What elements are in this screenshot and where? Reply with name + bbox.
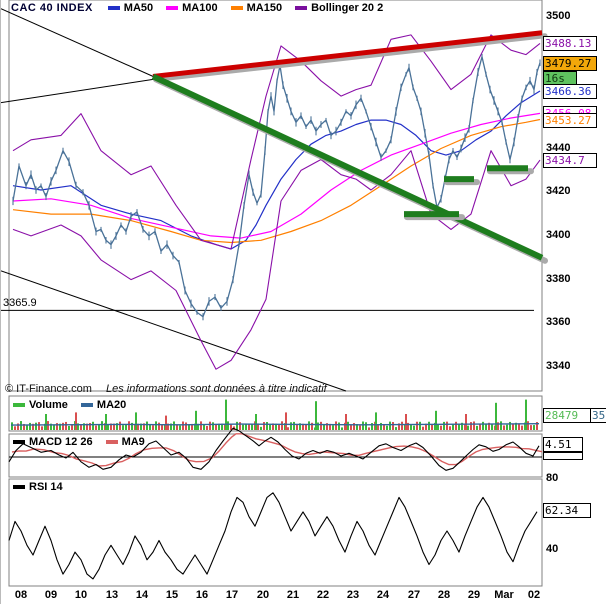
legend-label: MA100 bbox=[182, 2, 218, 14]
x-axis-label: 16 bbox=[195, 589, 209, 601]
x-axis-label: 23 bbox=[346, 589, 360, 601]
main-legend-items: MA50 MA100 MA150 Bollinger 20 2 bbox=[107, 2, 383, 14]
x-axis-label: 15 bbox=[165, 589, 179, 601]
legend-label: MA20 bbox=[96, 399, 127, 411]
legend-swatch-icon bbox=[107, 6, 120, 10]
macd-current-value: 4.51 bbox=[543, 437, 583, 452]
x-axis-label: 17 bbox=[225, 589, 239, 601]
support-level-label: 3365.9 bbox=[3, 297, 37, 309]
y-axis-tick-label: 3440 bbox=[546, 141, 571, 154]
legend-item-ma100: MA100 bbox=[166, 2, 218, 14]
volume-legend-items: Volume MA20 bbox=[13, 399, 126, 411]
x-axis-label: 08 bbox=[14, 589, 28, 601]
legend-label: MA9 bbox=[121, 436, 145, 448]
price-bollinger-upper-value: 3488.13 bbox=[543, 36, 597, 51]
legend-swatch-icon bbox=[13, 403, 25, 407]
legend-label: MACD 12 26 bbox=[29, 436, 93, 448]
y-axis-tick-label: 3420 bbox=[546, 185, 571, 198]
copyright-text: © IT-Finance.com bbox=[5, 383, 92, 395]
legend-item-ma150: MA150 bbox=[230, 2, 283, 14]
x-axis-label: 27 bbox=[407, 589, 421, 601]
y-axis-tick-label: 3500 bbox=[546, 10, 571, 23]
legend-swatch-icon bbox=[105, 440, 118, 444]
x-axis-label: 21 bbox=[286, 589, 300, 601]
legend-item-macd-12-26: MACD 12 26 bbox=[13, 436, 93, 448]
x-axis-label: 14 bbox=[135, 589, 149, 601]
legend-swatch-icon bbox=[230, 6, 243, 10]
legend-label: MA150 bbox=[246, 2, 283, 14]
macd-legend-items: MACD 12 26 MA9 bbox=[13, 436, 145, 448]
x-axis-label: 24 bbox=[376, 589, 390, 601]
x-axis-label: 10 bbox=[74, 589, 88, 601]
legend-item-ma9: MA9 bbox=[105, 436, 145, 448]
x-axis-label: Mar bbox=[494, 589, 514, 601]
x-axis-label: 22 bbox=[316, 589, 330, 601]
price-ma150-value: 3453.27 bbox=[543, 113, 597, 128]
legend-label: RSI 14 bbox=[29, 481, 63, 493]
attribution: © IT-Finance.com Les informations sont do… bbox=[5, 383, 327, 395]
legend-item-rsi-14: RSI 14 bbox=[13, 481, 63, 493]
y-axis-tick-label: 3380 bbox=[546, 272, 571, 285]
y-axis-tick-label: 3360 bbox=[546, 316, 571, 329]
x-axis-label: 29 bbox=[467, 589, 481, 601]
main-chart-legend: CAC 40 INDEX MA50 MA100 MA150 Bollinger 20 … bbox=[11, 2, 383, 14]
legend-item-ma20: MA20 bbox=[80, 399, 127, 411]
price-bollinger-lower-value: 3434.7 bbox=[543, 153, 597, 168]
legend-item-ma50: MA50 bbox=[107, 2, 154, 14]
legend-item-volume: Volume bbox=[13, 399, 68, 411]
legend-swatch-icon bbox=[13, 440, 25, 444]
macd-ma9-value-partial bbox=[543, 452, 583, 460]
macd-legend: MACD 12 26 MA9 bbox=[13, 436, 145, 448]
legend-label: MA50 bbox=[123, 2, 154, 14]
legend-swatch-icon bbox=[295, 6, 308, 10]
x-axis-label: 28 bbox=[437, 589, 451, 601]
legend-swatch-icon bbox=[166, 6, 179, 10]
legend-swatch-icon bbox=[13, 485, 25, 489]
x-axis-label: 09 bbox=[44, 589, 58, 601]
rsi-legend-items: RSI 14 bbox=[13, 481, 63, 493]
x-axis-label: 13 bbox=[105, 589, 119, 601]
disclaimer-text: Les informations sont données à titre in… bbox=[105, 383, 327, 395]
rsi-current-value: 62.34 bbox=[543, 503, 591, 518]
volume-legend: Volume MA20 bbox=[13, 399, 126, 411]
rsi-lower-level-label: 40 bbox=[546, 543, 559, 555]
volume-current-value: 28479 bbox=[543, 408, 592, 423]
instrument-title: CAC 40 INDEX bbox=[11, 2, 93, 14]
legend-label: Volume bbox=[29, 399, 68, 411]
price-ma50-value: 3466.36 bbox=[543, 84, 597, 99]
x-axis-label: 20 bbox=[256, 589, 270, 601]
legend-label: Bollinger 20 2 bbox=[311, 2, 384, 14]
y-axis-tick-label: 3340 bbox=[546, 359, 571, 372]
price-last-price-value: 3479.27 bbox=[543, 56, 597, 71]
rsi-upper-level-label: 80 bbox=[546, 472, 559, 484]
x-axis-label: 02 bbox=[527, 589, 541, 601]
legend-swatch-icon bbox=[80, 403, 93, 407]
legend-item-bollinger-20-2: Bollinger 20 2 bbox=[295, 2, 383, 14]
volume-ma20-value: 35 bbox=[590, 408, 606, 423]
rsi-legend: RSI 14 bbox=[13, 481, 63, 493]
y-axis-tick-label: 3400 bbox=[546, 228, 571, 241]
